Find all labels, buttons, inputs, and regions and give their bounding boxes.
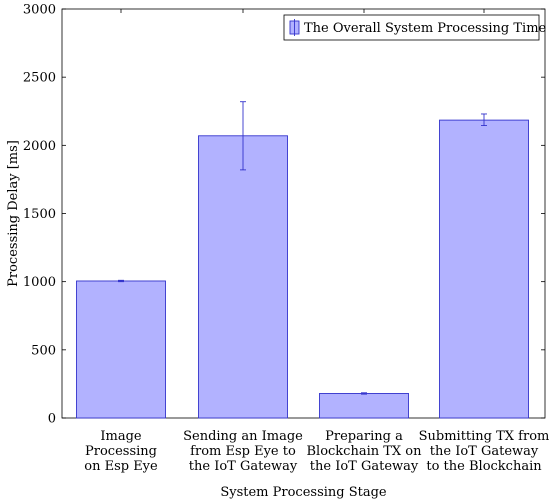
bars: [76, 119, 529, 419]
x-category-label-line: the IoT Gateway: [430, 444, 539, 459]
x-category-label-line: from Esp Eye to: [190, 444, 296, 459]
x-category-label-line: Sending an Image: [183, 429, 303, 444]
x-category-label-line: on Esp Eye: [84, 459, 158, 474]
bar: [198, 135, 288, 419]
bar: [319, 393, 409, 419]
bar: [76, 280, 166, 419]
legend: The Overall System Processing Time: [283, 14, 547, 41]
y-tick-label: 2000: [23, 139, 56, 154]
y-tick-label: 0: [48, 412, 56, 427]
x-category-label-line: Blockchain TX on: [306, 444, 422, 459]
error-bars: [118, 101, 487, 395]
bar: [439, 119, 529, 419]
y-axis-label: Processing Delay [ms]: [6, 140, 21, 287]
x-category-label: Preparing a Blockchain TX on the IoT Gatew…: [306, 429, 422, 474]
y-tick-label: 1500: [23, 207, 56, 222]
x-category-label: Image Processing on Esp Eye: [84, 429, 158, 474]
x-category-label-line: Processing: [85, 444, 157, 459]
y-axis-ticks: 0 500 1000 1500 2000 2500 3000: [23, 3, 545, 427]
x-category-label: Sending an Image from Esp Eye to the IoT G…: [183, 429, 303, 474]
y-tick-label: 3000: [23, 3, 56, 18]
x-axis-category-labels: Image Processing on Esp Eye Sending an Imag…: [84, 429, 549, 474]
y-tick-label: 2500: [23, 71, 56, 86]
x-category-label-line: Submitting TX from: [419, 429, 550, 444]
y-tick-label: 500: [31, 343, 56, 358]
x-category-label-line: Preparing a: [325, 429, 403, 444]
x-category-label: Submitting TX from the IoT Gateway to the …: [419, 429, 550, 474]
y-tick-label: 1000: [23, 275, 56, 290]
x-axis-label: System Processing Stage: [220, 485, 387, 500]
x-category-label-line: the IoT Gateway: [310, 459, 419, 474]
x-category-label-line: Image: [100, 429, 142, 444]
x-category-label-line: to the Blockchain: [426, 459, 542, 474]
x-category-label-line: the IoT Gateway: [189, 459, 298, 474]
legend-label: The Overall System Processing Time: [304, 21, 547, 36]
legend-box: [283, 14, 540, 41]
